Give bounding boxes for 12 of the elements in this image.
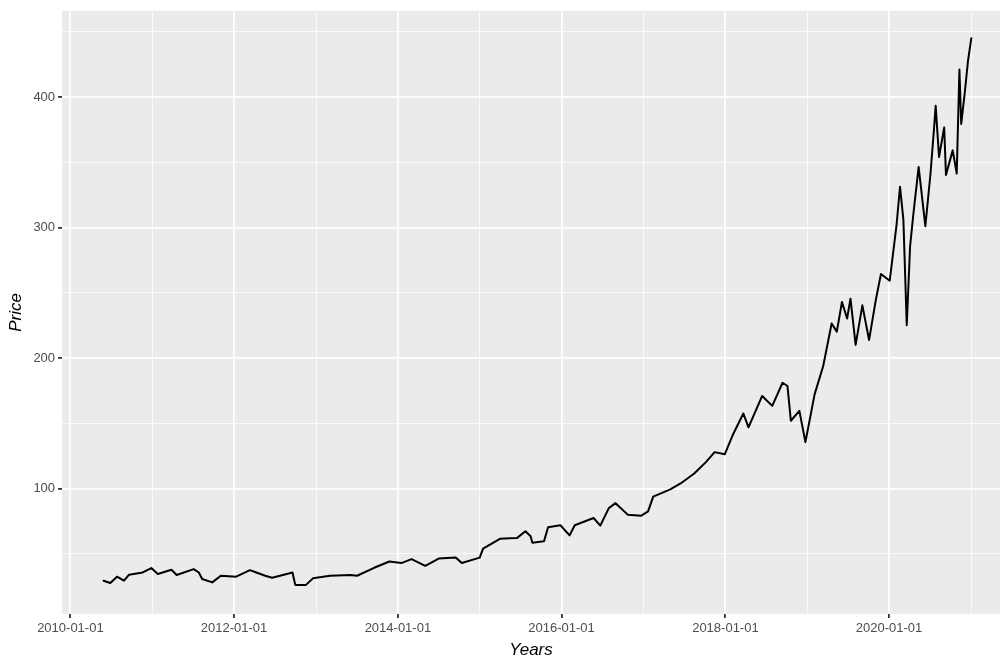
y-tick-label: 100 (33, 480, 56, 496)
y-axis-title: Price (5, 293, 25, 332)
y-tick-label: 300 (33, 219, 56, 235)
x-tick-label: 2020-01-01 (855, 620, 923, 636)
y-tick-label: 400 (33, 88, 56, 104)
x-tick-label: 2014-01-01 (364, 620, 432, 636)
x-tick-label: 2010-01-01 (37, 620, 104, 636)
y-tick-label: 200 (33, 349, 56, 365)
x-tick-label: 2018-01-01 (692, 620, 759, 636)
x-tick-label: 2016-01-01 (528, 620, 595, 636)
x-tick-label: 2012-01-01 (200, 620, 268, 636)
x-axis-title: Years (509, 639, 554, 659)
